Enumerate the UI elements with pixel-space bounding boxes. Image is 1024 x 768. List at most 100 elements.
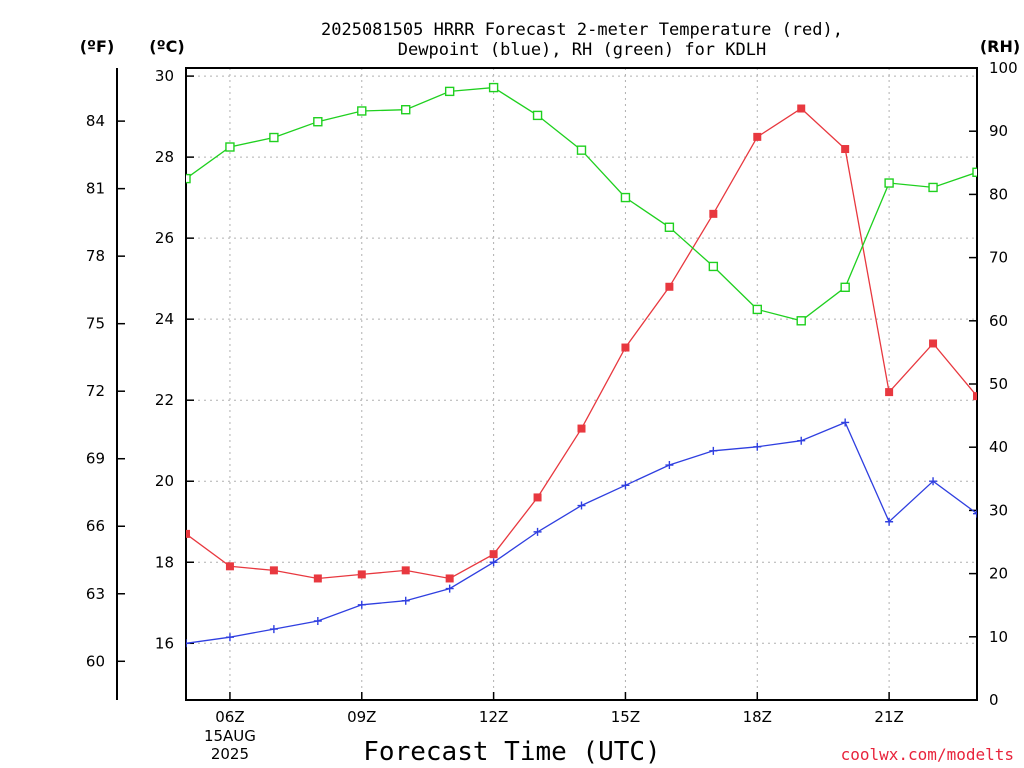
dewpoint-point bbox=[357, 600, 366, 609]
temperature-series bbox=[186, 104, 977, 583]
chart-title-line2: Dewpoint (blue), RH (green) for KDLH bbox=[398, 40, 766, 60]
dewpoint-point bbox=[885, 517, 894, 526]
x-tick-label: 21Z bbox=[874, 708, 903, 726]
temperature-point bbox=[709, 209, 718, 218]
x-tick-date: 15AUG bbox=[204, 727, 256, 745]
rh-point bbox=[928, 182, 938, 193]
rh-point bbox=[444, 86, 455, 97]
celsius-tick-label: 18 bbox=[155, 553, 174, 571]
dewpoint-point bbox=[841, 418, 850, 427]
dewpoint-point bbox=[401, 596, 410, 605]
rh-point bbox=[664, 222, 675, 232]
fahrenheit-tick-label: 66 bbox=[86, 517, 105, 535]
fahrenheit-tick-label: 72 bbox=[86, 382, 105, 400]
fahrenheit-unit-label: (ºF) bbox=[80, 37, 115, 56]
temperature-point bbox=[621, 343, 630, 352]
temperature-point bbox=[445, 574, 454, 583]
tick-labels: 60 63 66 69 72 75 78 81 84 16 18 20 22 24 26 28 30 0 10 20 3… bbox=[86, 59, 1018, 763]
temperature-point bbox=[225, 562, 234, 571]
rh-tick-label: 40 bbox=[989, 438, 1008, 456]
dewpoint-point bbox=[186, 639, 190, 648]
temperature-point bbox=[753, 132, 762, 141]
rh-tick-label: 80 bbox=[989, 185, 1008, 203]
rh-tick-label: 60 bbox=[989, 312, 1008, 330]
dewpoint-point bbox=[709, 446, 718, 455]
rh-point bbox=[401, 105, 411, 115]
rh-tick-label: 20 bbox=[989, 565, 1008, 583]
rh-tick-label: 30 bbox=[989, 501, 1008, 519]
celsius-tick-label: 30 bbox=[155, 67, 174, 85]
rh-point bbox=[576, 145, 587, 155]
rh-tick-label: 50 bbox=[989, 375, 1008, 393]
dewpoint-point bbox=[533, 527, 542, 536]
dewpoint-point bbox=[797, 436, 806, 445]
celsius-tick-label: 16 bbox=[155, 634, 174, 652]
celsius-tick-label: 26 bbox=[155, 229, 174, 247]
dewpoint-point bbox=[929, 477, 938, 486]
temperature-point bbox=[489, 550, 498, 559]
temperature-point bbox=[885, 388, 894, 397]
dewpoint-point bbox=[313, 617, 322, 625]
dewpoint-point bbox=[753, 442, 762, 451]
rh-line bbox=[186, 86, 977, 322]
temperature-point bbox=[401, 566, 410, 575]
rh-point bbox=[752, 304, 762, 315]
temperature-point bbox=[973, 392, 977, 401]
rh-point bbox=[269, 132, 279, 143]
temperature-point bbox=[841, 145, 850, 154]
celsius-tick-label: 20 bbox=[155, 472, 174, 490]
rh-point bbox=[532, 110, 543, 121]
rh-point bbox=[186, 173, 191, 184]
x-tick-year: 2025 bbox=[211, 745, 249, 763]
celsius-unit-label: (ºC) bbox=[149, 37, 184, 56]
chart-title-line1: 2025081505 HRRR Forecast 2-meter Tempera… bbox=[321, 20, 843, 40]
x-axis-label: Forecast Time (UTC) bbox=[363, 737, 660, 767]
temperature-point bbox=[929, 339, 938, 348]
temperature-point bbox=[357, 570, 366, 579]
fahrenheit-tick-label: 84 bbox=[86, 112, 105, 130]
rh-point bbox=[796, 316, 806, 326]
rh-tick-label: 90 bbox=[989, 122, 1008, 140]
rh-point bbox=[840, 282, 850, 293]
fahrenheit-tick-label: 69 bbox=[86, 450, 105, 468]
x-tick-label: 12Z bbox=[479, 708, 508, 726]
fahrenheit-tick-label: 81 bbox=[86, 180, 105, 198]
rh-point bbox=[225, 142, 235, 152]
fahrenheit-tick-label: 78 bbox=[86, 247, 105, 265]
grid-lines bbox=[186, 68, 977, 700]
rh-tick-label: 100 bbox=[989, 59, 1018, 77]
temperature-point bbox=[269, 566, 278, 575]
rh-point bbox=[488, 82, 499, 93]
temperature-point bbox=[665, 282, 674, 291]
rh-series bbox=[186, 82, 977, 326]
x-tick-label: 09Z bbox=[347, 708, 376, 726]
dewpoint-point bbox=[269, 625, 278, 634]
rh-point bbox=[708, 261, 719, 272]
temperature-point bbox=[797, 104, 806, 113]
source-credit: coolwx.com/modelts bbox=[841, 745, 1014, 764]
celsius-tick-label: 22 bbox=[155, 391, 174, 409]
rh-unit-label: (RH) bbox=[980, 37, 1020, 56]
temperature-point bbox=[186, 529, 190, 538]
celsius-tick-label: 28 bbox=[155, 148, 174, 166]
dewpoint-point bbox=[973, 509, 977, 518]
dewpoint-point bbox=[577, 501, 586, 510]
celsius-tick-label: 24 bbox=[155, 310, 174, 328]
dewpoint-point bbox=[489, 558, 498, 567]
dewpoint-point bbox=[445, 584, 454, 593]
temperature-point bbox=[533, 493, 542, 502]
dewpoint-line bbox=[186, 421, 977, 644]
plot-frame bbox=[185, 67, 978, 701]
fahrenheit-tick-label: 75 bbox=[86, 315, 105, 333]
data-series bbox=[186, 82, 977, 648]
dewpoint-point bbox=[665, 461, 674, 470]
rh-tick-label: 70 bbox=[989, 249, 1008, 267]
rh-tick-label: 10 bbox=[989, 628, 1008, 646]
rh-point bbox=[972, 167, 977, 177]
rh-tick-label: 0 bbox=[989, 691, 999, 709]
x-tick-label: 18Z bbox=[743, 708, 772, 726]
fahrenheit-tick-label: 60 bbox=[86, 652, 105, 670]
rh-point bbox=[884, 178, 894, 188]
temperature-point bbox=[577, 424, 586, 433]
